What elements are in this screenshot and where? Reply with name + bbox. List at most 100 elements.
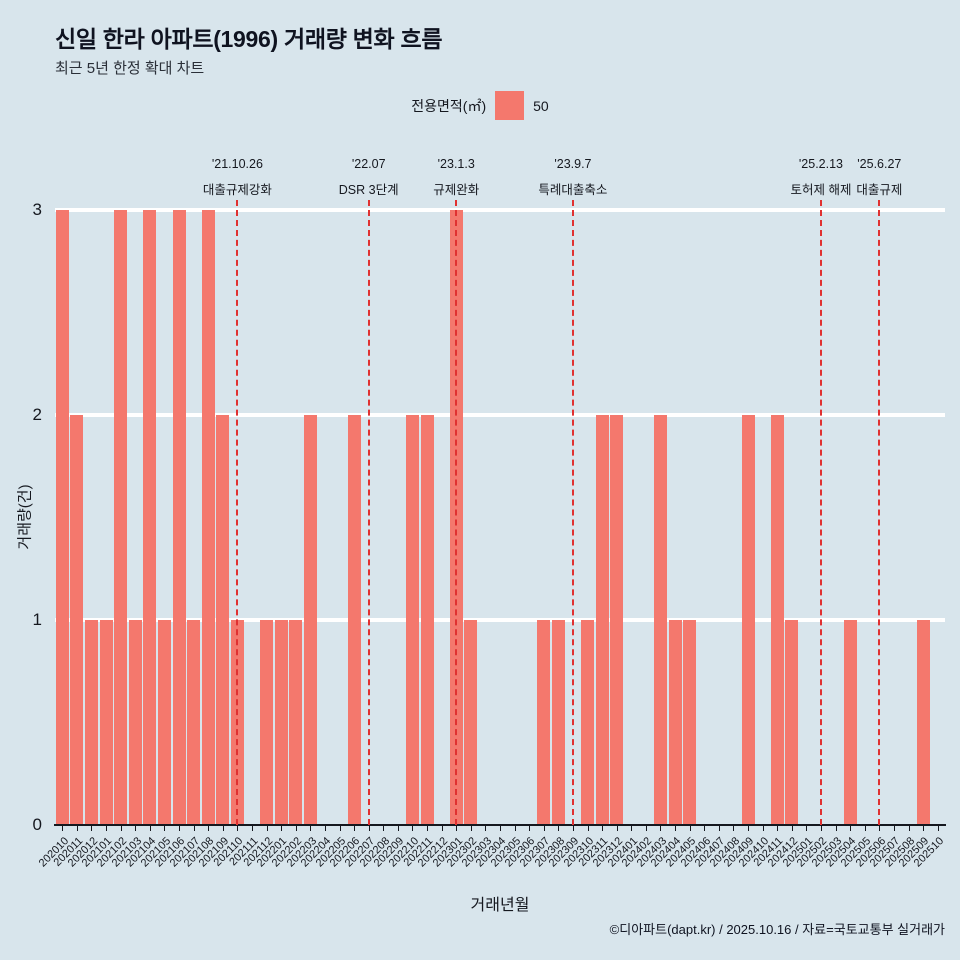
x-tick-202107 (193, 826, 195, 831)
x-tick-202103 (135, 826, 137, 831)
gridline-2 (55, 413, 945, 417)
x-tick-202209 (397, 826, 399, 831)
gridline-1 (55, 618, 945, 622)
x-tick-202303 (485, 826, 487, 831)
x-tick-202210 (412, 826, 414, 831)
bar-202411 (770, 415, 784, 825)
x-tick-202211 (427, 826, 429, 831)
x-tick-202206 (354, 826, 356, 831)
legend-value: 50 (533, 97, 549, 114)
bar-202010 (55, 210, 69, 825)
x-tick-202204 (324, 826, 326, 831)
bar-202011 (70, 415, 84, 825)
x-tick-202306 (529, 826, 531, 831)
x-tick-202412 (791, 826, 793, 831)
x-tick-202508 (908, 826, 910, 831)
annotation-date-202207: '22.07 (351, 157, 386, 171)
annotation-date-202309: '23.9.7 (554, 157, 592, 171)
x-tick-202407 (718, 826, 720, 831)
bar-202201 (274, 620, 288, 825)
x-tick-202503 (835, 826, 837, 831)
x-tick-202507 (893, 826, 895, 831)
bar-202108 (201, 210, 215, 825)
annotation-title-202309: 특례대출축소 (538, 183, 608, 197)
x-tick-202109 (222, 826, 224, 831)
x-tick-202312 (616, 826, 618, 831)
x-tick-202410 (762, 826, 764, 831)
annotation-date-202110: '21.10.26 (211, 157, 263, 171)
x-tick-202405 (689, 826, 691, 831)
bar-202104 (143, 210, 157, 825)
bar-202405 (683, 620, 697, 825)
bar-202311 (595, 415, 609, 825)
annotation-title-202301: 규제완화 (433, 183, 480, 197)
bar-202202 (289, 620, 303, 825)
y-axis-title: 거래량(건) (16, 484, 34, 550)
x-tick-202509 (923, 826, 925, 831)
x-tick-202110 (237, 826, 239, 831)
annotation-line-202207 (367, 200, 370, 825)
x-tick-202311 (602, 826, 604, 831)
bar-202210 (405, 415, 419, 825)
annotation-line-202506 (878, 200, 881, 825)
x-tick-202012 (91, 826, 93, 831)
x-tick-202505 (864, 826, 866, 831)
x-tick-202307 (543, 826, 545, 831)
x-tick-202105 (164, 826, 166, 831)
bar-202206 (347, 415, 361, 825)
y-tick-label-0: 0 (32, 815, 42, 834)
x-tick-202506 (879, 826, 881, 831)
page-subtitle: 최근 5년 한정 확대 차트 (55, 60, 205, 77)
x-tick-202510 (937, 826, 939, 831)
bar-202112 (260, 620, 274, 825)
y-tick-label-3: 3 (32, 200, 42, 219)
x-tick-202409 (748, 826, 750, 831)
legend: 전용면적(㎡) 50 (0, 91, 960, 120)
x-tick-202106 (179, 826, 181, 831)
bar-202102 (114, 210, 128, 825)
x-tick-202408 (733, 826, 735, 831)
bar-202107 (187, 620, 201, 825)
bar-202308 (551, 620, 565, 825)
x-tick-202207 (368, 826, 370, 831)
x-tick-202205 (339, 826, 341, 831)
annotation-line-202502 (819, 200, 822, 825)
page-title: 신일 한라 아파트(1996) 거래량 변화 흐름 (55, 26, 443, 52)
annotation-date-202506: '25.6.27 (857, 157, 902, 171)
bar-202106 (172, 210, 186, 825)
x-tick-202305 (514, 826, 516, 831)
bar-202403 (653, 415, 667, 825)
x-tick-202011 (76, 826, 78, 831)
annotation-date-202301: '23.1.3 (437, 157, 475, 171)
x-tick-202308 (558, 826, 560, 831)
bar-202203 (303, 415, 317, 825)
annotation-title-202506: 대출규제 (856, 183, 903, 197)
bar-202509 (916, 620, 930, 825)
legend-swatch (495, 91, 525, 120)
bar-202101 (99, 620, 113, 825)
bar-202211 (420, 415, 434, 825)
x-tick-202401 (631, 826, 633, 831)
x-tick-202404 (675, 826, 677, 831)
x-tick-202202 (295, 826, 297, 831)
bar-202310 (581, 620, 595, 825)
x-axis-line (54, 824, 946, 826)
x-tick-202310 (587, 826, 589, 831)
footer-credit: ©디아파트(dapt.kr) / 2025.10.16 / 자료=국토교통부 실… (609, 922, 945, 937)
x-tick-202208 (383, 826, 385, 831)
bar-202409 (741, 415, 755, 825)
x-tick-202504 (850, 826, 852, 831)
x-tick-202201 (281, 826, 283, 831)
bar-202412 (785, 620, 799, 825)
annotation-title-202207: DSR 3단계 (338, 183, 399, 197)
legend-label: 전용면적(㎡) (411, 97, 487, 114)
x-tick-202501 (806, 826, 808, 831)
bar-202504 (843, 620, 857, 825)
x-tick-202309 (572, 826, 574, 831)
bar-202404 (668, 620, 682, 825)
x-tick-202403 (660, 826, 662, 831)
x-tick-202203 (310, 826, 312, 831)
bar-202109 (216, 415, 230, 825)
x-tick-202304 (500, 826, 501, 831)
